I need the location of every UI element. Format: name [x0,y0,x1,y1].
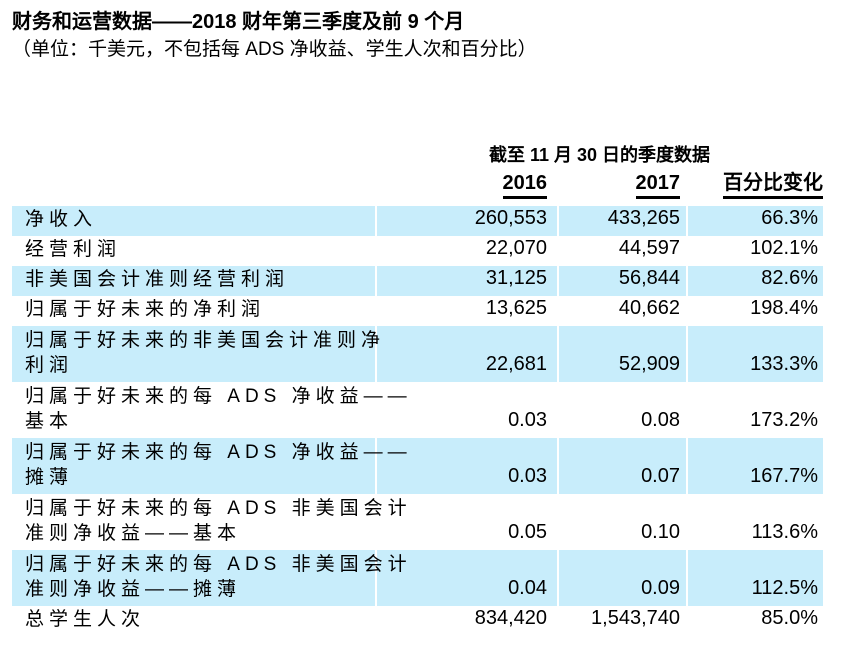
column-separator [686,206,688,636]
value-2017: 0.08 [641,409,680,431]
value-2016: 0.03 [508,409,547,431]
row-label-line: 准则净收益——基本 [25,523,242,544]
row-label-line: 非美国会计准则经营利润 [25,269,290,290]
value-2016: 260,553 [474,207,547,229]
table-group-header: 截至 11 月 30 日的季度数据 [488,145,711,165]
table-row: 总学生人次 834,420 1,543,740 85.0% [12,606,823,636]
table-column-headers: 2016 2017 百分比变化 [12,167,823,199]
table-row: 归属于好未来的每 ADS 净收益—— 基本 0.03 0.08 173.2% [12,382,823,438]
row-label: 归属于好未来的每 ADS 非美国会计 准则净收益——摊薄 [12,550,412,606]
row-label-line: 准则净收益——摊薄 [25,579,242,600]
value-percent-change: 102.1% [750,237,818,259]
value-percent-change: 85.0% [761,607,818,629]
row-label: 归属于好未来的每 ADS 净收益—— 摊薄 [12,438,412,494]
table-row: 归属于好未来的净利润 13,625 40,662 198.4% [12,296,823,326]
value-2016: 0.04 [508,577,547,599]
page-title: 财务和运营数据——2018 财年第三季度及前 9 个月 [12,11,465,33]
value-2017: 52,909 [618,353,680,375]
row-label: 归属于好未来的每 ADS 非美国会计 准则净收益——基本 [12,494,412,550]
row-label: 归属于好未来的非美国会计准则净 利润 [12,326,386,382]
value-2016: 13,625 [485,297,547,319]
row-label-line: 经营利润 [25,239,122,260]
value-2016: 0.03 [508,465,547,487]
value-2017: 56,844 [618,267,680,289]
column-header-2016: 2016 [502,172,547,199]
page-subtitle: （单位：千美元，不包括每 ADS 净收益、学生人次和百分比） [12,39,537,60]
value-percent-change: 133.3% [750,353,818,375]
value-2016: 22,070 [485,237,547,259]
value-percent-change: 82.6% [761,267,818,289]
value-2017: 1,543,740 [591,607,680,629]
row-label-line: 归属于好未来的每 ADS 净收益—— [25,386,412,407]
value-2016: 0.05 [508,521,547,543]
row-label-line: 归属于好未来的净利润 [25,299,266,320]
value-percent-change: 66.3% [761,207,818,229]
table-row: 净收入 260,553 433,265 66.3% [12,206,823,236]
value-percent-change: 173.2% [750,409,818,431]
value-2016: 834,420 [474,607,547,629]
value-2017: 0.10 [641,521,680,543]
value-percent-change: 167.7% [750,465,818,487]
row-label-line: 归属于好未来的每 ADS 非美国会计 [25,554,412,575]
row-label-line: 归属于好未来的非美国会计准则净 [25,330,386,351]
column-header-cell: 2016 [375,172,556,199]
value-2016: 31,125 [485,267,547,289]
row-label-line: 摊薄 [25,467,74,488]
row-label-line: 总学生人次 [25,609,146,630]
value-percent-change: 112.5% [751,577,818,599]
value-percent-change: 113.6% [751,521,818,543]
column-header-percent-change: 百分比变化 [723,166,823,199]
row-label: 总学生人次 [12,606,375,636]
value-2017: 0.07 [641,465,680,487]
row-label: 归属于好未来的净利润 [12,296,375,326]
column-header-cell: 百分比变化 [686,166,823,199]
row-label-line: 基本 [25,411,74,432]
column-header-cell: 2017 [556,172,686,199]
value-2017: 0.09 [641,577,680,599]
table-body: 净收入 260,553 433,265 66.3% 经营利润 22,070 44,597 10… [12,206,823,636]
table-row: 归属于好未来的每 ADS 非美国会计 准则净收益——基本 0.05 0.10 113.6… [12,494,823,550]
table-row: 归属于好未来的每 ADS 非美国会计 准则净收益——摊薄 0.04 0.09 112.5… [12,550,823,606]
value-percent-change: 198.4% [750,297,818,319]
row-label: 非美国会计准则经营利润 [12,266,375,296]
row-label: 经营利润 [12,236,375,266]
row-label-line: 利润 [25,355,74,376]
column-separator [375,206,377,636]
row-label: 归属于好未来的每 ADS 净收益—— 基本 [12,382,412,438]
table-row: 经营利润 22,070 44,597 102.1% [12,236,823,266]
value-2016: 22,681 [485,353,547,375]
table-row: 非美国会计准则经营利润 31,125 56,844 82.6% [12,266,823,296]
row-label: 净收入 [12,206,375,236]
value-2017: 40,662 [618,297,680,319]
table-row: 归属于好未来的每 ADS 净收益—— 摊薄 0.03 0.07 167.7% [12,438,823,494]
table-row: 归属于好未来的非美国会计准则净 利润 22,681 52,909 133.3% [12,326,823,382]
row-label-line: 归属于好未来的每 ADS 净收益—— [25,442,412,463]
value-2017: 44,597 [618,237,680,259]
column-separator [557,206,559,636]
row-label-line: 归属于好未来的每 ADS 非美国会计 [25,498,412,519]
row-label-line: 净收入 [25,209,98,230]
value-2017: 433,265 [607,207,680,229]
column-header-2017: 2017 [635,172,680,199]
financial-table: 截至 11 月 30 日的季度数据 2016 2017 百分比变化 净收入 260… [12,141,823,636]
